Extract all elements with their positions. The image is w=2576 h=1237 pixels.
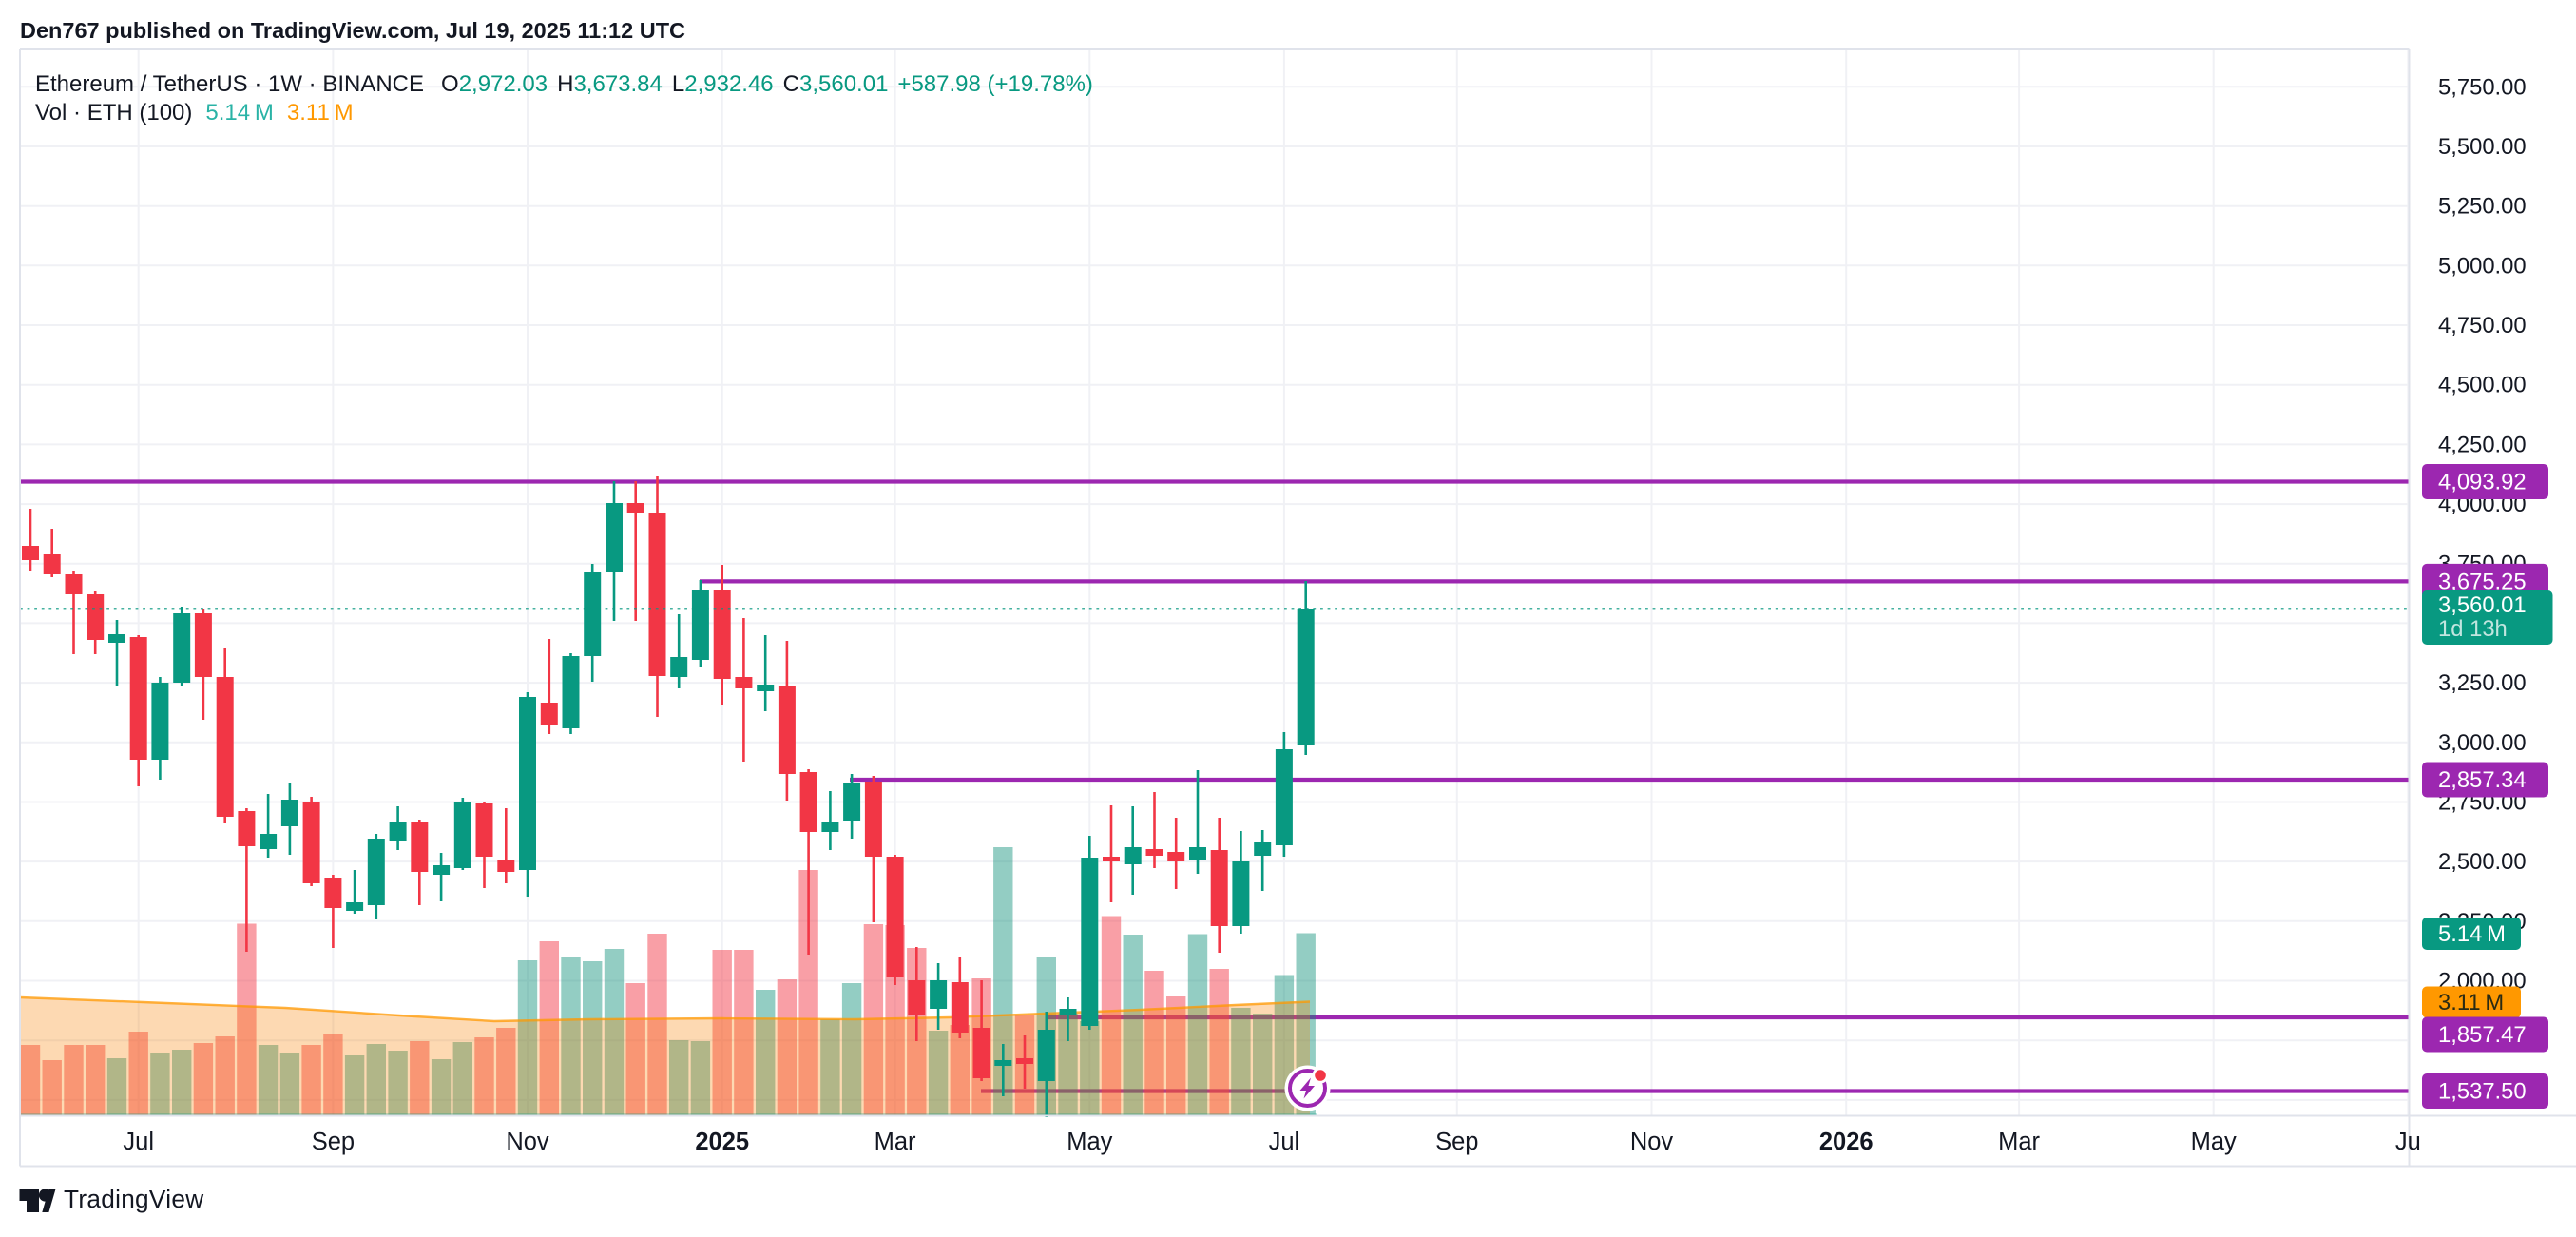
svg-text:2,500.00: 2,500.00 xyxy=(2438,849,2527,875)
svg-text:5,750.00: 5,750.00 xyxy=(2438,74,2527,100)
svg-text:3,000.00: 3,000.00 xyxy=(2438,730,2527,756)
svg-text:5,500.00: 5,500.00 xyxy=(2438,134,2527,160)
svg-text:1d 13h: 1d 13h xyxy=(2438,616,2508,642)
svg-text:May: May xyxy=(1067,1129,1112,1155)
svg-text:5,250.00: 5,250.00 xyxy=(2438,194,2527,220)
svg-text:Ethereum / TetherUS · 1W · BIN: Ethereum / TetherUS · 1W · BINANCE O2,972… xyxy=(35,71,1093,97)
svg-text:3,250.00: 3,250.00 xyxy=(2438,670,2527,696)
svg-text:Ju: Ju xyxy=(2395,1129,2421,1155)
svg-text:Mar: Mar xyxy=(1998,1129,2040,1155)
svg-text:Jul: Jul xyxy=(123,1129,154,1155)
svg-text:Jul: Jul xyxy=(1269,1129,1300,1155)
svg-text:4,250.00: 4,250.00 xyxy=(2438,432,2527,457)
svg-text:Den767 published on TradingVie: Den767 published on TradingView.com, Jul… xyxy=(20,18,685,43)
svg-text:4,750.00: 4,750.00 xyxy=(2438,313,2527,338)
svg-text:3.11 M: 3.11 M xyxy=(2438,990,2504,1015)
svg-text:4,093.92: 4,093.92 xyxy=(2438,470,2527,495)
svg-text:3,560.01: 3,560.01 xyxy=(2438,592,2527,618)
svg-text:2025: 2025 xyxy=(695,1129,749,1155)
svg-text:May: May xyxy=(2191,1129,2237,1155)
svg-text:TradingView: TradingView xyxy=(64,1185,203,1213)
svg-text:Sep: Sep xyxy=(312,1129,355,1155)
svg-text:5,000.00: 5,000.00 xyxy=(2438,253,2527,279)
svg-text:Nov: Nov xyxy=(506,1129,549,1155)
svg-text:2026: 2026 xyxy=(1819,1129,1874,1155)
svg-text:1,537.50: 1,537.50 xyxy=(2438,1079,2527,1105)
svg-text:3,675.25: 3,675.25 xyxy=(2438,569,2527,594)
svg-text:4,500.00: 4,500.00 xyxy=(2438,373,2527,398)
svg-text:2,857.34: 2,857.34 xyxy=(2438,767,2527,793)
svg-text:1,857.47: 1,857.47 xyxy=(2438,1022,2527,1048)
svg-text:Mar: Mar xyxy=(875,1129,916,1155)
svg-text:Nov: Nov xyxy=(1630,1129,1674,1155)
svg-text:5.14 M: 5.14 M xyxy=(2438,921,2506,947)
svg-text:Sep: Sep xyxy=(1435,1129,1478,1155)
